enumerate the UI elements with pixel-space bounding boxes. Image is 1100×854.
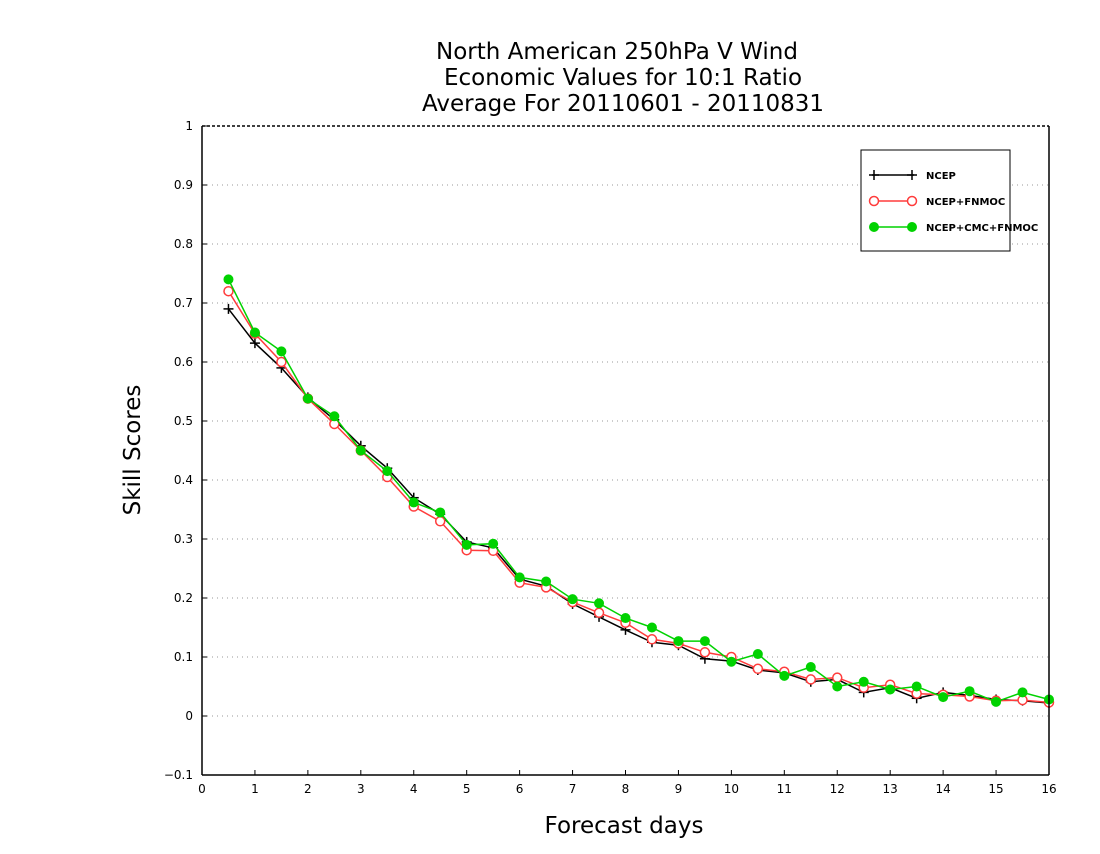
data-series: [223, 274, 1055, 709]
legend-label-0: NCEP: [926, 171, 956, 182]
data-point-s2-10: [488, 538, 499, 549]
data-point-s2-30: [1017, 687, 1028, 698]
data-point-s2-23: [832, 681, 843, 692]
x-tick-label-6: 6: [516, 782, 524, 796]
data-point-s2-3: [302, 393, 313, 404]
y-axis-ticks: −0.1 0 0.1 0.2 0.3 0.4 0.5 0.6 0.7 0.8 0.9 1: [164, 119, 207, 782]
x-tick-label-3: 3: [357, 782, 365, 796]
data-point-s2-22: [805, 662, 816, 673]
data-point-s2-2: [276, 346, 287, 357]
data-point-s2-15: [620, 613, 631, 624]
x-tick-label-1: 1: [251, 782, 259, 796]
legend-marker-2-0: [869, 222, 879, 232]
data-point-s2-25: [885, 684, 896, 695]
legend: NCEP NCEP+FNMOC NCEP+CMC+FNMOC: [860, 149, 1038, 252]
data-point-s2-17: [673, 636, 684, 647]
data-point-s1-2: [276, 356, 287, 368]
data-point-s2-9: [461, 539, 472, 550]
y-tick-label-4: 0.3: [174, 532, 193, 546]
y-tick-label-2: 0.1: [174, 650, 193, 664]
data-point-s1-0: [223, 285, 234, 297]
data-point-s1-14: [593, 607, 605, 618]
y-tick-label-10: 0.9: [174, 178, 193, 192]
data-point-s2-4: [329, 411, 340, 422]
legend-item-1: NCEP+FNMOC: [868, 195, 1005, 208]
data-point-s2-24: [858, 676, 869, 687]
data-point-s2-0: [223, 274, 234, 285]
y-tick-label-6: 0.5: [174, 414, 193, 428]
legend-label-2: NCEP+CMC+FNMOC: [926, 223, 1038, 234]
data-point-s1-16: [646, 634, 658, 645]
x-tick-label-16: 16: [1041, 782, 1056, 796]
y-tick-label-5: 0.4: [174, 473, 193, 487]
y-tick-label-8: 0.7: [174, 296, 193, 310]
x-tick-label-11: 11: [777, 782, 792, 796]
data-point-s1-20: [752, 663, 764, 675]
legend-marker-1-1: [906, 195, 918, 207]
x-tick-label-13: 13: [883, 782, 898, 796]
data-point-s2-18: [699, 636, 710, 647]
data-point-s1-8: [434, 516, 446, 527]
data-point-s2-19: [726, 656, 737, 667]
x-tick-label-8: 8: [622, 782, 630, 796]
data-point-s1-23: [832, 672, 843, 683]
data-point-s1-18: [699, 647, 711, 658]
legend-item-0: NCEP: [869, 170, 956, 182]
y-tick-label-9: 0.8: [174, 237, 193, 251]
x-tick-label-5: 5: [463, 782, 471, 796]
data-point-s2-29: [991, 696, 1002, 707]
data-point-s0-0: [223, 303, 234, 314]
legend-marker-2-1: [907, 222, 917, 232]
x-tick-label-7: 7: [569, 782, 577, 796]
y-tick-label-0: −0.1: [164, 768, 193, 782]
data-point-s2-7: [408, 497, 419, 508]
data-point-s2-28: [964, 686, 975, 697]
x-tick-label-15: 15: [988, 782, 1003, 796]
legend-marker-0-1: [907, 170, 917, 180]
x-axis-label: Forecast days: [545, 813, 704, 839]
x-tick-label-14: 14: [935, 782, 950, 796]
x-tick-label-10: 10: [724, 782, 739, 796]
chart-title: North American 250hPa V Wind Economic Va…: [422, 39, 824, 117]
data-point-s2-1: [249, 327, 260, 338]
x-tick-label-0: 0: [198, 782, 206, 796]
legend-marker-0-0: [869, 170, 879, 180]
data-point-s2-26: [911, 681, 922, 692]
data-point-s2-16: [646, 622, 657, 633]
data-point-s2-11: [514, 572, 525, 583]
data-point-s2-12: [541, 576, 552, 587]
data-point-s2-20: [752, 649, 763, 660]
y-tick-label-3: 0.2: [174, 591, 193, 605]
legend-item-2: NCEP+CMC+FNMOC: [869, 222, 1038, 234]
y-tick-label-11: 1: [185, 119, 193, 133]
data-point-s1-22: [805, 674, 817, 685]
legend-label-1: NCEP+FNMOC: [926, 197, 1005, 208]
data-point-s2-8: [435, 507, 446, 518]
chart-title-line-3: Average For 20110601 - 20110831: [422, 91, 824, 117]
data-point-s0-1: [249, 338, 260, 349]
data-point-s2-21: [779, 670, 790, 681]
chart-title-line-1: North American 250hPa V Wind: [436, 39, 798, 65]
y-tick-label-1: 0: [185, 709, 193, 723]
data-point-s2-5: [355, 445, 366, 456]
chart-title-line-2: Economic Values for 10:1 Ratio: [444, 65, 802, 91]
x-tick-label-2: 2: [304, 782, 312, 796]
data-point-s2-27: [938, 692, 949, 703]
x-tick-label-4: 4: [410, 782, 418, 796]
legend-marker-1-0: [868, 195, 880, 207]
y-tick-label-7: 0.6: [174, 355, 193, 369]
data-point-s2-6: [382, 466, 393, 477]
data-point-s2-14: [594, 598, 605, 609]
x-tick-label-12: 12: [830, 782, 845, 796]
data-point-s2-13: [567, 594, 578, 605]
x-axis-ticks: 0 1 2 3 4 5 6 7 8 9 10 11 12 13 14 15 16: [198, 770, 1057, 796]
x-tick-label-9: 9: [675, 782, 683, 796]
y-axis-label: Skill Scores: [120, 385, 146, 516]
